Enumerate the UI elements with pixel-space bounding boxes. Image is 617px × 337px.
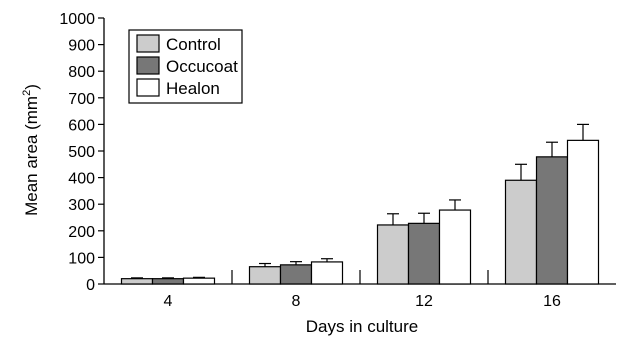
- x-tick-label: 16: [543, 293, 561, 310]
- bar: [376, 224, 410, 285]
- legend: Control Occucoat Healon: [128, 29, 243, 104]
- y-tick-label: 200: [68, 224, 95, 241]
- legend-label: Control: [166, 35, 221, 54]
- bars: [120, 123, 600, 285]
- bar: [504, 179, 538, 285]
- y-axis-title-close: ): [22, 84, 41, 90]
- y-axis-title: Mean area (mm2): [21, 84, 41, 216]
- x-tick-label: 4: [164, 293, 173, 310]
- bar: [535, 156, 569, 285]
- legend-swatch: [136, 78, 160, 97]
- bar: [279, 264, 313, 285]
- legend-swatch: [136, 56, 160, 75]
- y-tick-label: 600: [68, 117, 95, 134]
- bar: [182, 277, 216, 285]
- x-tick-label: 12: [415, 293, 433, 310]
- legend-label: Occucoat: [166, 57, 238, 76]
- bar: [566, 139, 600, 285]
- y-tick-label: 800: [68, 64, 95, 81]
- bar: [248, 266, 282, 285]
- x-axis-title: Days in culture: [306, 317, 418, 336]
- y-tick-label: 700: [68, 91, 95, 108]
- y-tick-label: 1000: [59, 11, 95, 28]
- y-tick-label: 300: [68, 197, 95, 214]
- x-tick-label: 8: [292, 293, 301, 310]
- tick-labels: 0 100 200 300 400 500 600 700 800 900 1000 4 8 12 16: [59, 11, 561, 310]
- legend-swatch: [136, 34, 160, 53]
- y-axis-title-text: Mean area (mm: [22, 96, 41, 216]
- legend-label: Healon: [166, 79, 220, 98]
- y-tick-label: 900: [68, 38, 95, 55]
- y-tick-label: 0: [86, 277, 95, 294]
- y-tick-label: 500: [68, 144, 95, 161]
- y-axis-title-sup: 2: [21, 90, 33, 96]
- bar: [151, 278, 185, 285]
- y-tick-label: 400: [68, 171, 95, 188]
- bar: [310, 261, 344, 285]
- bar: [407, 222, 441, 285]
- y-tick-label: 100: [68, 250, 95, 267]
- bar: [120, 278, 154, 285]
- bar: [438, 209, 472, 285]
